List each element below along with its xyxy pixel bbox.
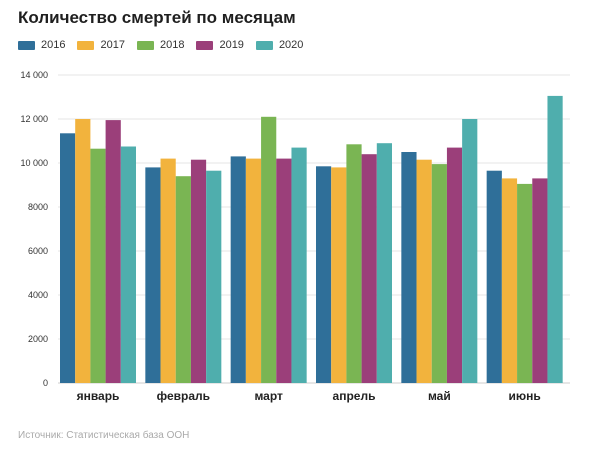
legend-item-2019: 2019 [196,39,244,51]
bar-2020-5 [547,95,563,384]
bar-2017-4 [416,159,432,383]
bar-2016-4 [401,152,417,383]
y-tick-label: 0 [43,378,48,388]
bar-2019-5 [532,178,548,383]
legend-swatch-2017 [77,40,95,50]
legend-swatch-2020 [255,40,273,50]
bar-2018-5 [517,183,533,383]
bar-2020-0 [120,146,136,383]
bar-2019-3 [361,154,377,383]
bar-2019-1 [190,159,207,383]
legend-item-2016: 2016 [18,39,65,51]
legend-item-2018: 2018 [136,39,185,51]
x-category-label: январь [77,389,120,403]
bar-2020-4 [462,119,478,383]
bar-2020-2 [291,147,307,383]
bar-2016-5 [486,170,502,383]
legend-item-2017: 2017 [77,39,125,51]
legend-label-2019: 2019 [219,39,244,51]
legend-label-2016: 2016 [41,39,66,51]
y-tick-label: 4000 [28,290,48,300]
bar-2019-2 [276,158,292,383]
y-tick-label: 10 000 [20,158,48,168]
chart-title: Количество смертей по месяцам [18,8,296,27]
bar-2020-3 [376,143,392,383]
x-category-label: февраль [157,389,210,403]
bar-2016-2 [230,156,246,383]
legend-label-2018: 2018 [159,39,185,51]
y-tick-label: 14 000 [20,70,48,80]
bar-2017-0 [75,119,91,383]
x-category-label: апрель [333,389,376,403]
x-category-label: май [428,389,451,403]
bar-2018-0 [90,148,106,383]
bar-2016-1 [145,167,161,383]
bar-2017-2 [245,158,262,383]
bar-2018-3 [346,144,362,383]
legend-item-2020: 2020 [255,39,304,51]
x-category-label: март [254,389,283,403]
bar-2019-4 [446,147,463,383]
source-note: Источник: Статистическая база ООН [18,430,190,441]
bar-2016-3 [316,166,332,383]
bar-2018-2 [261,116,277,384]
bar-2017-1 [160,158,176,383]
bar-2017-5 [501,178,518,383]
bar-2020-1 [206,170,222,383]
bar-2018-1 [175,176,191,383]
legend-swatch-2018 [136,40,154,50]
y-tick-label: 12 000 [20,114,48,124]
y-tick-label: 2000 [28,334,48,344]
y-tick-label: 8000 [28,202,48,212]
legend-label-2020: 2020 [278,39,304,51]
y-tick-label: 6000 [28,246,48,256]
bar-2016-0 [60,133,76,383]
x-category-label: июнь [509,389,541,403]
legend-swatch-2016 [18,40,35,50]
bar-2018-4 [431,164,447,383]
bar-2017-3 [331,167,347,383]
legend-label-2017: 2017 [100,39,125,51]
bar-2019-0 [105,120,121,383]
legend: 2016 2017 2018 2019 2020 [18,39,303,51]
legend-swatch-2019 [196,40,214,50]
